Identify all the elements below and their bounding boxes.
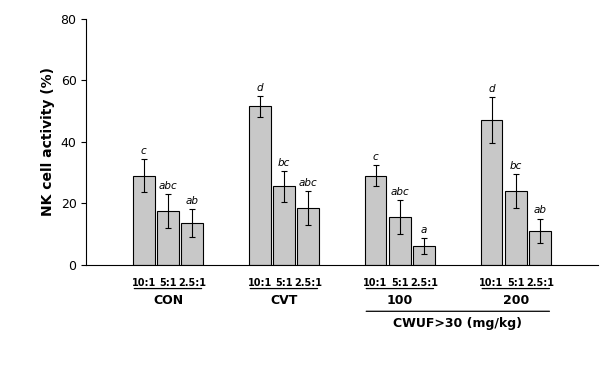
Text: 2.5:1: 2.5:1	[294, 279, 322, 288]
Bar	[298, 208, 319, 265]
Text: abc: abc	[391, 187, 409, 197]
Text: ab: ab	[186, 196, 199, 206]
Text: CVT: CVT	[270, 294, 298, 307]
Text: abc: abc	[299, 178, 318, 188]
Text: c: c	[373, 152, 378, 162]
Y-axis label: NK cell activity (%): NK cell activity (%)	[41, 67, 55, 216]
Text: 10:1: 10:1	[132, 279, 156, 288]
Text: bc: bc	[509, 161, 522, 171]
Bar	[249, 107, 270, 265]
Bar	[529, 231, 551, 265]
Bar	[365, 175, 386, 265]
Bar	[273, 186, 295, 265]
Text: 5:1: 5:1	[275, 279, 293, 288]
Text: CON: CON	[153, 294, 183, 307]
Text: d: d	[256, 83, 263, 93]
Text: ab: ab	[533, 206, 546, 215]
Bar	[181, 223, 203, 265]
Bar	[132, 175, 155, 265]
Text: 10:1: 10:1	[248, 279, 272, 288]
Text: 5:1: 5:1	[391, 279, 408, 288]
Text: a: a	[421, 225, 428, 235]
Text: abc: abc	[158, 181, 177, 191]
Bar	[413, 246, 435, 265]
Text: 2.5:1: 2.5:1	[178, 279, 206, 288]
Text: bc: bc	[278, 158, 290, 168]
Text: 10:1: 10:1	[363, 279, 387, 288]
Text: d: d	[488, 84, 495, 94]
Bar	[480, 120, 503, 265]
Text: 5:1: 5:1	[159, 279, 177, 288]
Text: 2.5:1: 2.5:1	[526, 279, 554, 288]
Text: c: c	[141, 146, 147, 156]
Text: 5:1: 5:1	[507, 279, 525, 288]
Text: 2.5:1: 2.5:1	[410, 279, 438, 288]
Bar	[157, 211, 179, 265]
Text: CWUF>30 (mg/kg): CWUF>30 (mg/kg)	[394, 318, 522, 330]
Bar	[389, 217, 411, 265]
Text: 100: 100	[387, 294, 413, 307]
Bar	[505, 191, 527, 265]
Text: 10:1: 10:1	[479, 279, 504, 288]
Text: 200: 200	[503, 294, 529, 307]
